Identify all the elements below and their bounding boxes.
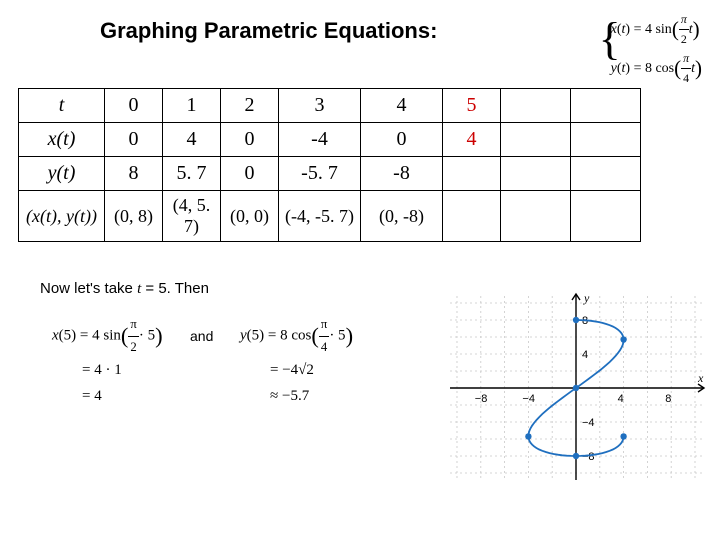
- cell-blank: [501, 157, 571, 191]
- cell: 0: [105, 123, 163, 157]
- cell: (0, 8): [105, 191, 163, 242]
- svg-text:8: 8: [665, 393, 671, 405]
- values-table: t 0 1 2 3 4 5 x(t) 0 4 0 -4 0 4 y(t) 8 5…: [18, 88, 641, 242]
- cell-highlight: [443, 191, 501, 242]
- svg-text:−4: −4: [522, 393, 535, 405]
- svg-text:4: 4: [582, 349, 588, 361]
- cell-blank: [501, 89, 571, 123]
- cell: 3: [279, 89, 361, 123]
- cell-blank: [571, 89, 641, 123]
- cell: (-4, -5. 7): [279, 191, 361, 242]
- table-row-pairs: (x(t), y(t)) (0, 8) (4, 5. 7) (0, 0) (-4…: [19, 191, 641, 242]
- parametric-equations-box: { x(t) = 4 sin(π2t) y(t) = 8 cos(π4t): [611, 10, 702, 88]
- table-row-t: t 0 1 2 3 4 5: [19, 89, 641, 123]
- cell-highlight: [443, 157, 501, 191]
- cell-blank: [501, 191, 571, 242]
- x-of-t-equation: x(t) = 4 sin(π2t): [611, 10, 702, 49]
- svg-text:−8: −8: [582, 451, 595, 463]
- cell: 4: [361, 89, 443, 123]
- and-label: and: [190, 328, 213, 344]
- cell: 8: [105, 157, 163, 191]
- svg-text:y: y: [583, 291, 590, 305]
- cell: (4, 5. 7): [163, 191, 221, 242]
- table-row-x: x(t) 0 4 0 -4 0 4: [19, 123, 641, 157]
- cell: -8: [361, 157, 443, 191]
- y-of-5-work: y(5) = 8 cos(π4· 5) = −4√2 ≈ −5.7: [240, 314, 353, 409]
- cell: 0: [221, 157, 279, 191]
- cell-blank: [571, 157, 641, 191]
- cell: 0: [105, 89, 163, 123]
- y-of-t-equation: y(t) = 8 cos(π4t): [611, 49, 702, 88]
- svg-text:−8: −8: [475, 393, 488, 405]
- cell-blank: [501, 123, 571, 157]
- row-header: (x(t), y(t)): [19, 191, 105, 242]
- row-header: t: [19, 89, 105, 123]
- row-header: y(t): [19, 157, 105, 191]
- table-row-y: y(t) 8 5. 7 0 -5. 7 -8: [19, 157, 641, 191]
- cell: 0: [221, 123, 279, 157]
- x-of-5-work: x(5) = 4 sin(π2· 5) = 4 · 1 = 4: [52, 314, 163, 409]
- svg-text:4: 4: [618, 393, 624, 405]
- cell-highlight: 5: [443, 89, 501, 123]
- cell-highlight: 4: [443, 123, 501, 157]
- parametric-graph: −8−448−8−448xy: [442, 288, 710, 488]
- cell: 2: [221, 89, 279, 123]
- row-header: x(t): [19, 123, 105, 157]
- instruction-text: Now let's take t = 5. Then: [40, 280, 209, 298]
- cell: 4: [163, 123, 221, 157]
- cell: (0, -8): [361, 191, 443, 242]
- cell: 5. 7: [163, 157, 221, 191]
- cell-blank: [571, 191, 641, 242]
- cell-blank: [571, 123, 641, 157]
- cell: (0, 0): [221, 191, 279, 242]
- cell: -5. 7: [279, 157, 361, 191]
- svg-text:x: x: [697, 371, 704, 385]
- brace-icon: {: [599, 12, 621, 65]
- cell: 0: [361, 123, 443, 157]
- cell: -4: [279, 123, 361, 157]
- svg-text:−4: −4: [582, 417, 595, 429]
- cell: 1: [163, 89, 221, 123]
- page-title: Graphing Parametric Equations:: [100, 18, 437, 44]
